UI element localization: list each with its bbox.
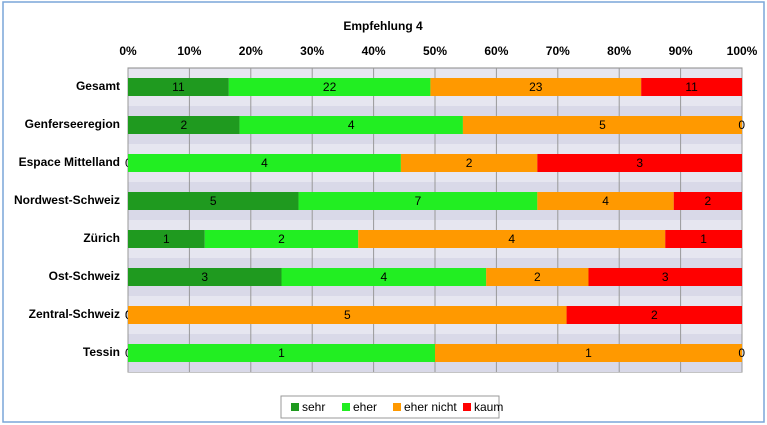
- y-tick-label: Ost-Schweiz: [49, 269, 120, 283]
- data-label: 0: [738, 118, 745, 132]
- x-tick-label: 100%: [727, 44, 758, 58]
- x-tick-label: 70%: [546, 44, 570, 58]
- bar-segment: [128, 78, 229, 96]
- bar-segment: [239, 116, 463, 134]
- y-tick-label: Nordwest-Schweiz: [14, 193, 120, 207]
- bar-segment: [128, 344, 435, 362]
- y-tick-label: Zentral-Schweiz: [29, 307, 120, 321]
- legend-box: [280, 395, 500, 419]
- data-label: 5: [599, 118, 606, 132]
- x-tick-label: 60%: [484, 44, 508, 58]
- bar-segment: [566, 306, 742, 324]
- bar-segment: [537, 154, 742, 172]
- bar-segment: [430, 78, 642, 96]
- data-label: 2: [651, 308, 658, 322]
- data-label: 4: [380, 270, 387, 284]
- y-tick-label: Gesamt: [76, 79, 120, 93]
- bar-segment: [128, 154, 401, 172]
- bar-segment: [204, 230, 359, 248]
- data-label: 1: [278, 346, 285, 360]
- legend-swatch: [463, 403, 471, 411]
- x-tick-label: 0%: [119, 44, 137, 58]
- data-label: 0: [738, 346, 745, 360]
- data-label: 11: [685, 80, 698, 94]
- bar-segment: [665, 230, 742, 248]
- data-label: 1: [700, 232, 707, 246]
- x-tick-label: 50%: [423, 44, 447, 58]
- data-label: 5: [344, 308, 351, 322]
- data-label: 2: [466, 156, 473, 170]
- data-label: 2: [534, 270, 541, 284]
- legend-label: eher: [353, 400, 377, 414]
- bar-segment: [641, 78, 742, 96]
- data-label: 5: [210, 194, 217, 208]
- bar-segment: [128, 306, 567, 324]
- bar-segment: [537, 192, 674, 210]
- data-label: 1: [585, 346, 592, 360]
- data-label: 4: [602, 194, 609, 208]
- x-tick-label: 80%: [607, 44, 631, 58]
- y-tick-label: Genferseeregion: [25, 117, 120, 131]
- x-tick-label: 30%: [300, 44, 324, 58]
- bar-segment: [486, 268, 589, 286]
- bar-segment: [298, 192, 538, 210]
- y-tick-label: Zürich: [83, 231, 120, 245]
- legend-label: eher nicht: [404, 400, 457, 414]
- bar-segment: [128, 230, 205, 248]
- x-tick-label: 10%: [177, 44, 201, 58]
- bar-segment: [673, 192, 742, 210]
- y-tick-label: Espace Mittelland: [19, 155, 120, 169]
- bar-segment: [128, 268, 282, 286]
- data-label: 3: [662, 270, 669, 284]
- legend-swatch: [393, 403, 401, 411]
- data-label: 2: [278, 232, 285, 246]
- legend-label: sehr: [302, 400, 325, 414]
- data-label: 23: [529, 80, 543, 94]
- legend-label: kaum: [474, 400, 503, 414]
- legend-swatch: [342, 403, 350, 411]
- bar-segment: [588, 268, 742, 286]
- data-label: 3: [636, 156, 643, 170]
- bar-segment: [128, 192, 299, 210]
- bar-segment: [435, 344, 742, 362]
- bar-segment: [128, 116, 240, 134]
- legend-swatch: [291, 403, 299, 411]
- data-label: 7: [415, 194, 422, 208]
- y-tick-label: Tessin: [83, 345, 120, 359]
- data-label: 4: [508, 232, 515, 246]
- data-label: 4: [261, 156, 268, 170]
- data-label: 11: [172, 80, 185, 94]
- bar-segment: [462, 116, 742, 134]
- x-tick-label: 40%: [362, 44, 386, 58]
- data-label: 2: [705, 194, 712, 208]
- x-tick-label: 90%: [669, 44, 693, 58]
- bar-segment: [281, 268, 487, 286]
- data-label: 22: [323, 80, 337, 94]
- data-label: 1: [163, 232, 170, 246]
- chart-title: Empfehlung 4: [343, 19, 423, 33]
- bar-segment: [358, 230, 666, 248]
- data-label: 2: [180, 118, 187, 132]
- data-label: 3: [201, 270, 208, 284]
- x-tick-label: 20%: [239, 44, 263, 58]
- data-label: 4: [348, 118, 355, 132]
- bar-segment: [228, 78, 431, 96]
- bar-segment: [400, 154, 538, 172]
